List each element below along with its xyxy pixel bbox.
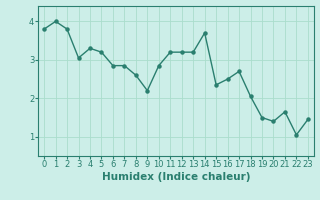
X-axis label: Humidex (Indice chaleur): Humidex (Indice chaleur): [102, 172, 250, 182]
